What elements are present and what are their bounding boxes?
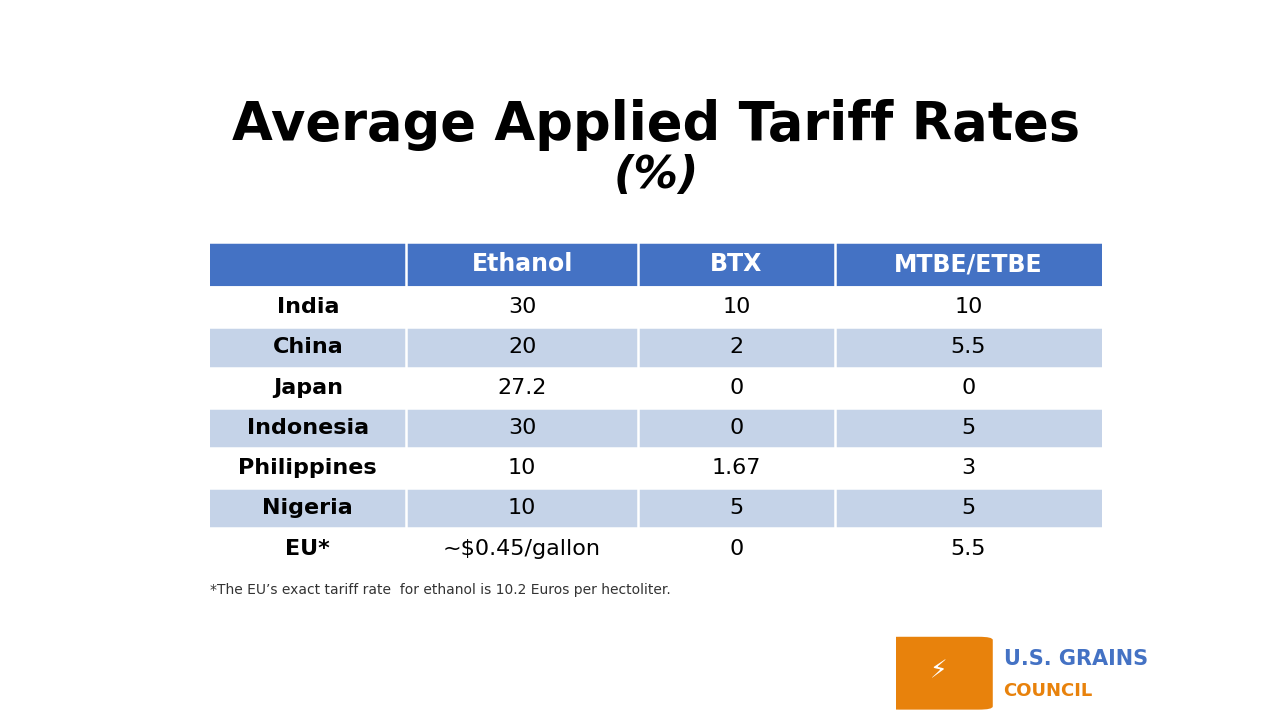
FancyBboxPatch shape xyxy=(406,408,639,448)
Text: Average Applied Tariff Rates: Average Applied Tariff Rates xyxy=(232,99,1080,151)
FancyBboxPatch shape xyxy=(210,408,406,448)
FancyBboxPatch shape xyxy=(210,367,406,408)
Text: 30: 30 xyxy=(508,418,536,438)
FancyBboxPatch shape xyxy=(639,367,835,408)
Text: Ethanol: Ethanol xyxy=(471,253,572,276)
Text: 20: 20 xyxy=(508,338,536,357)
FancyBboxPatch shape xyxy=(835,367,1102,408)
FancyBboxPatch shape xyxy=(406,242,639,287)
FancyBboxPatch shape xyxy=(835,242,1102,287)
Text: 5: 5 xyxy=(961,498,975,518)
FancyBboxPatch shape xyxy=(835,448,1102,488)
Text: 10: 10 xyxy=(508,498,536,518)
Text: *The EU’s exact tariff rate  for ethanol is 10.2 Euros per hectoliter.: *The EU’s exact tariff rate for ethanol … xyxy=(210,582,671,597)
FancyBboxPatch shape xyxy=(639,287,835,328)
Text: 5.5: 5.5 xyxy=(951,338,986,357)
Text: 0: 0 xyxy=(961,378,975,397)
Text: BTX: BTX xyxy=(710,253,763,276)
FancyBboxPatch shape xyxy=(835,528,1102,569)
FancyBboxPatch shape xyxy=(406,488,639,528)
Text: India: India xyxy=(276,297,339,318)
Text: 0: 0 xyxy=(730,418,744,438)
FancyBboxPatch shape xyxy=(639,488,835,528)
FancyBboxPatch shape xyxy=(406,367,639,408)
FancyBboxPatch shape xyxy=(406,528,639,569)
Text: 2: 2 xyxy=(730,338,744,357)
Text: 3: 3 xyxy=(961,458,975,478)
FancyBboxPatch shape xyxy=(210,287,406,328)
FancyBboxPatch shape xyxy=(210,528,406,569)
Text: 10: 10 xyxy=(722,297,750,318)
Text: ~$0.45/gallon: ~$0.45/gallon xyxy=(443,539,602,559)
Text: 10: 10 xyxy=(955,297,983,318)
FancyBboxPatch shape xyxy=(639,242,835,287)
FancyBboxPatch shape xyxy=(210,448,406,488)
FancyBboxPatch shape xyxy=(210,328,406,367)
Text: 5: 5 xyxy=(730,498,744,518)
Text: Nigeria: Nigeria xyxy=(262,498,353,518)
Text: ⚡: ⚡ xyxy=(931,660,947,683)
Text: 0: 0 xyxy=(730,539,744,559)
FancyBboxPatch shape xyxy=(639,408,835,448)
FancyBboxPatch shape xyxy=(210,488,406,528)
FancyBboxPatch shape xyxy=(210,242,406,287)
Text: 27.2: 27.2 xyxy=(498,378,547,397)
Text: U.S. GRAINS: U.S. GRAINS xyxy=(1004,649,1148,669)
FancyBboxPatch shape xyxy=(835,488,1102,528)
Text: 5.5: 5.5 xyxy=(951,539,986,559)
FancyBboxPatch shape xyxy=(835,328,1102,367)
Text: (%): (%) xyxy=(613,153,699,197)
Text: Japan: Japan xyxy=(273,378,343,397)
Text: MTBE/ETBE: MTBE/ETBE xyxy=(895,253,1043,276)
FancyBboxPatch shape xyxy=(406,287,639,328)
FancyBboxPatch shape xyxy=(639,448,835,488)
FancyBboxPatch shape xyxy=(406,448,639,488)
FancyBboxPatch shape xyxy=(639,528,835,569)
FancyBboxPatch shape xyxy=(886,636,993,710)
FancyBboxPatch shape xyxy=(406,328,639,367)
Text: 0: 0 xyxy=(730,378,744,397)
FancyBboxPatch shape xyxy=(835,408,1102,448)
Text: 30: 30 xyxy=(508,297,536,318)
Text: 5: 5 xyxy=(961,418,975,438)
FancyBboxPatch shape xyxy=(639,328,835,367)
Text: Philippines: Philippines xyxy=(238,458,378,478)
FancyBboxPatch shape xyxy=(835,287,1102,328)
Text: COUNCIL: COUNCIL xyxy=(1004,682,1093,700)
Text: Indonesia: Indonesia xyxy=(247,418,369,438)
Text: China: China xyxy=(273,338,343,357)
Text: 1.67: 1.67 xyxy=(712,458,762,478)
Text: 10: 10 xyxy=(508,458,536,478)
Text: EU*: EU* xyxy=(285,539,330,559)
